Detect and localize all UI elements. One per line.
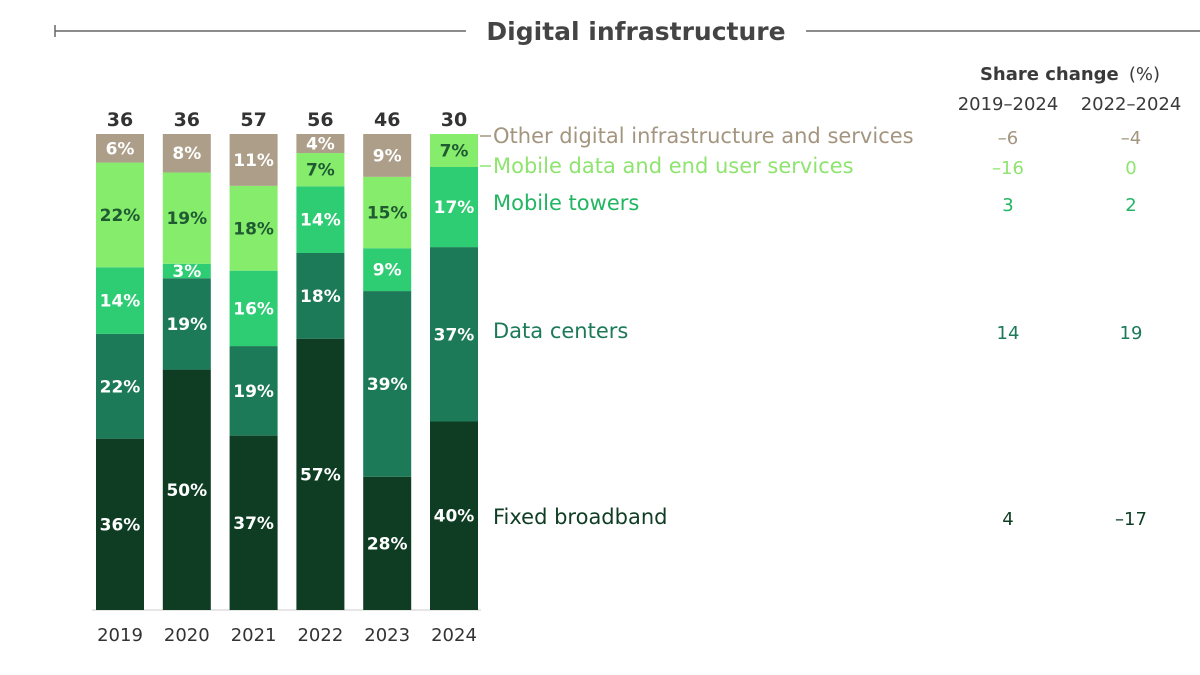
- bar-segment-2022-3: [296, 153, 345, 187]
- bar-label-2023-1: 39%: [367, 375, 408, 395]
- bar-segment-2019-3: [96, 162, 144, 268]
- bar-total-2023: 46: [374, 109, 400, 131]
- share-change-3-2022-2024: 0: [1125, 158, 1136, 179]
- bars-group: 36% 22% 14% 22% 6% 36 2019 50% 19% 3% 19% 8% 36 2020 3…: [96, 109, 478, 646]
- share-change-0-2019-2024: 4: [1002, 509, 1013, 530]
- bar-label-2024-0: 40%: [434, 507, 475, 527]
- share-change-col-1: 2019–2024: [958, 94, 1059, 115]
- x-tick-label-2022: 2022: [297, 625, 343, 646]
- bar-segment-2020-1: [162, 278, 211, 370]
- share-change-header: Share change (%): [980, 64, 1160, 85]
- bar-label-2021-3: 18%: [233, 219, 274, 239]
- x-tick-label-2024: 2024: [431, 625, 477, 646]
- title-rule: [54, 25, 1200, 37]
- bar-label-2023-0: 28%: [367, 534, 408, 554]
- x-tick-label-2019: 2019: [97, 625, 143, 646]
- bar-segment-2024-0: [430, 421, 478, 610]
- bar-label-2024-3: 7%: [440, 141, 469, 161]
- share-change-1-2019-2024: 14: [997, 323, 1020, 344]
- legend-label-1: Data centers: [493, 319, 628, 343]
- bar-segment-2024-1: [430, 247, 478, 422]
- share-change-title: Share change: [980, 64, 1119, 85]
- bar-segment-2021-1: [229, 346, 278, 436]
- share-change-1-2022-2024: 19: [1120, 323, 1143, 344]
- share-change-3-2019-2024: –16: [992, 158, 1024, 179]
- bar-label-2024-1: 37%: [434, 325, 475, 345]
- bar-segment-2023-0: [363, 476, 412, 610]
- bar-label-2019-3: 22%: [100, 206, 141, 226]
- share-change-2-2019-2024: 3: [1002, 195, 1013, 216]
- share-change-2-2022-2024: 2: [1125, 195, 1136, 216]
- legend-label-2: Mobile towers: [493, 191, 639, 215]
- bar-segment-2024-3: [430, 134, 478, 167]
- bar-label-2022-0: 57%: [300, 465, 341, 485]
- bar-label-2023-3: 15%: [367, 204, 408, 224]
- bar-segment-2023-4: [363, 134, 412, 177]
- bar-segment-2023-1: [363, 291, 412, 477]
- bar-label-2021-0: 37%: [233, 514, 274, 534]
- bar-label-2020-1: 19%: [166, 315, 207, 335]
- bar-label-2022-1: 18%: [300, 287, 341, 307]
- share-change-unit: (%): [1129, 64, 1160, 85]
- bar-segment-2020-0: [162, 369, 211, 610]
- bar-segment-2022-1: [296, 253, 345, 339]
- bar-label-2023-4: 9%: [373, 146, 402, 166]
- bar-label-2020-4: 8%: [172, 144, 201, 164]
- bar-total-2021: 57: [240, 109, 266, 131]
- bar-label-2019-1: 22%: [100, 377, 141, 397]
- bar-label-2021-4: 11%: [233, 151, 274, 171]
- bar-label-2022-4: 4%: [306, 135, 335, 155]
- x-tick-label-2023: 2023: [364, 625, 410, 646]
- bar-label-2021-1: 19%: [233, 382, 274, 402]
- share-change-4-2022-2024: –4: [1121, 128, 1141, 149]
- bar-label-2023-2: 9%: [373, 261, 402, 281]
- bar-segment-2020-3: [162, 172, 211, 264]
- bar-label-2020-2: 3%: [172, 262, 201, 282]
- bar-segment-2023-2: [363, 248, 412, 292]
- bar-segment-2021-0: [229, 435, 278, 610]
- share-change-0-2022-2024: –17: [1115, 509, 1147, 530]
- bar-segment-2019-1: [96, 333, 144, 439]
- x-tick-label-2020: 2020: [164, 625, 210, 646]
- bar-segment-2020-2: [162, 263, 211, 279]
- bar-total-2019: 36: [107, 109, 133, 131]
- chart-title: Digital infrastructure: [486, 17, 785, 46]
- bar-segment-2022-0: [296, 338, 345, 610]
- share-change-col-2: 2022–2024: [1081, 94, 1182, 115]
- bar-segment-2024-2: [430, 166, 478, 248]
- bar-label-2020-0: 50%: [166, 481, 207, 501]
- share-change-4-2019-2024: –6: [998, 128, 1018, 149]
- bar-segment-2020-4: [162, 134, 211, 173]
- bar-segment-2021-3: [229, 185, 278, 271]
- legend-group: Other digital infrastructure and service…: [480, 124, 1147, 530]
- bar-total-2020: 36: [174, 109, 200, 131]
- bar-segment-2021-2: [229, 270, 278, 347]
- legend-label-4: Other digital infrastructure and service…: [493, 124, 914, 148]
- bar-segment-2022-4: [296, 134, 345, 154]
- x-tick-label-2021: 2021: [231, 625, 277, 646]
- bar-segment-2019-4: [96, 134, 144, 163]
- bar-label-2022-3: 7%: [306, 161, 335, 181]
- bar-label-2019-2: 14%: [100, 292, 141, 312]
- bar-segment-2022-2: [296, 186, 345, 253]
- bar-label-2024-2: 17%: [434, 198, 475, 218]
- bar-segment-2023-3: [363, 176, 412, 249]
- bar-label-2021-2: 16%: [233, 299, 274, 319]
- bar-label-2022-2: 14%: [300, 211, 341, 231]
- bar-label-2019-4: 6%: [106, 139, 135, 159]
- bar-label-2019-0: 36%: [100, 515, 141, 535]
- bar-total-2024: 30: [441, 109, 467, 131]
- legend-label-0: Fixed broadband: [493, 505, 667, 529]
- bar-label-2020-3: 19%: [166, 209, 207, 229]
- bar-segment-2021-4: [229, 134, 278, 186]
- bar-segment-2019-0: [96, 438, 144, 610]
- bar-total-2022: 56: [307, 109, 333, 131]
- legend-label-3: Mobile data and end user services: [493, 154, 854, 178]
- bar-segment-2019-2: [96, 267, 144, 334]
